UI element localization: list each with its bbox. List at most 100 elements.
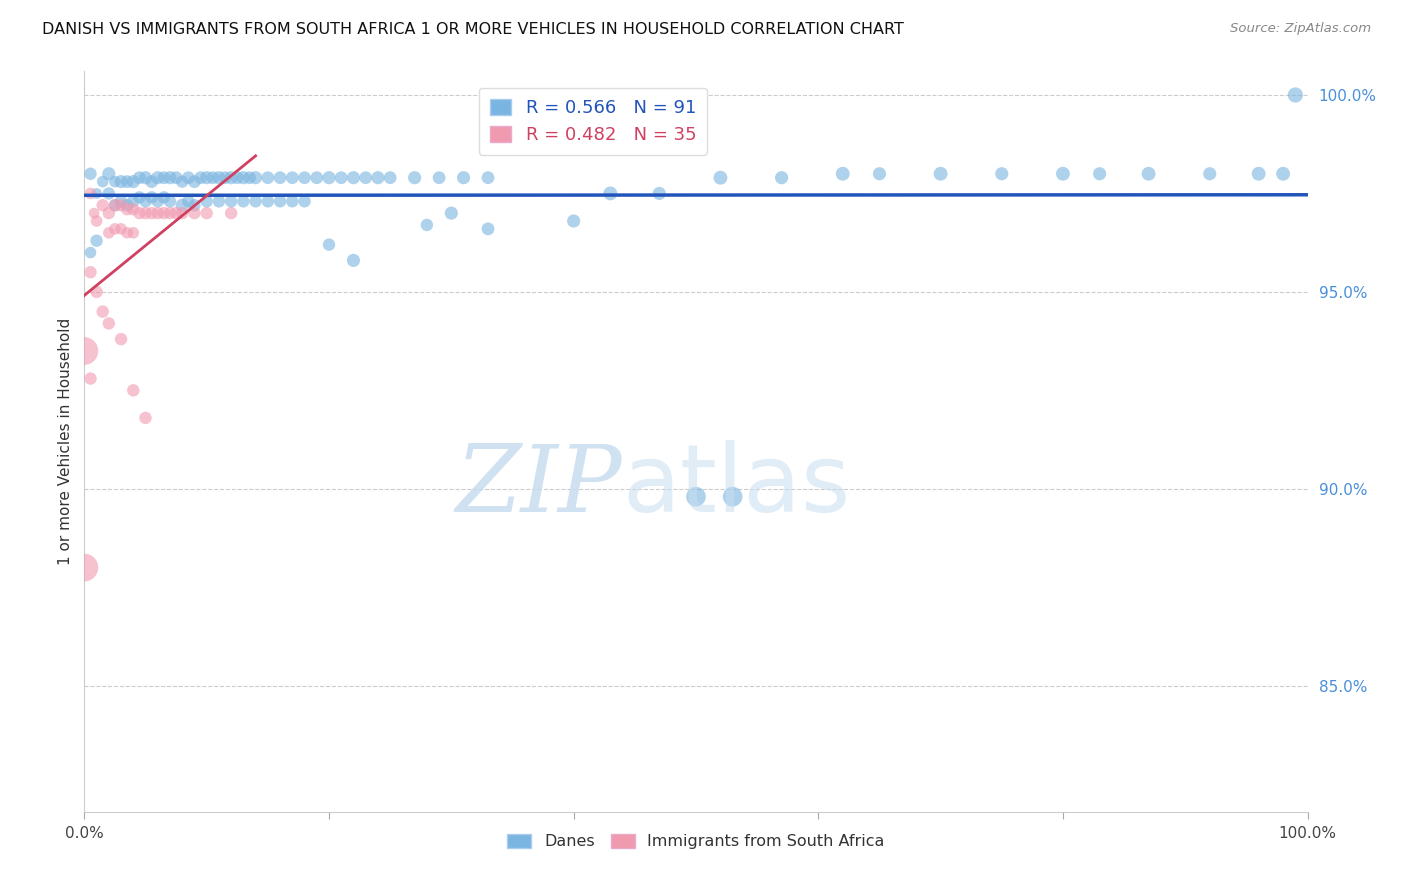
Point: [1052, 167, 1074, 181]
Point: [79, 167, 101, 181]
Point: [97, 206, 120, 220]
Point: [122, 175, 145, 189]
Text: ZIP: ZIP: [456, 441, 623, 531]
Point: [721, 490, 744, 504]
Point: [73, 343, 96, 358]
Point: [172, 175, 194, 189]
Point: [238, 170, 260, 185]
Point: [91, 198, 114, 212]
Point: [440, 206, 463, 220]
Point: [97, 186, 120, 201]
Point: [929, 167, 952, 181]
Point: [122, 194, 145, 209]
Point: [219, 194, 242, 209]
Point: [1088, 167, 1111, 181]
Point: [128, 170, 150, 185]
Point: [79, 245, 101, 260]
Point: [342, 253, 364, 268]
Point: [128, 206, 150, 220]
Point: [380, 170, 402, 185]
Point: [453, 170, 475, 185]
Point: [599, 186, 621, 201]
Point: [86, 214, 108, 228]
Point: [257, 170, 280, 185]
Point: [318, 170, 340, 185]
Point: [177, 170, 200, 185]
Point: [831, 167, 853, 181]
Point: [416, 218, 439, 232]
Point: [1272, 167, 1295, 181]
Point: [172, 198, 194, 212]
Point: [183, 206, 205, 220]
Point: [269, 194, 291, 209]
Point: [146, 194, 169, 209]
Point: [135, 170, 157, 185]
Point: [318, 237, 340, 252]
Point: [110, 198, 132, 212]
Point: [135, 194, 157, 209]
Point: [427, 170, 450, 185]
Point: [97, 226, 120, 240]
Point: [146, 170, 169, 185]
Point: [104, 175, 127, 189]
Point: [770, 170, 793, 185]
Point: [294, 194, 316, 209]
Point: [141, 175, 163, 189]
Legend: Danes, Immigrants from South Africa: Danes, Immigrants from South Africa: [501, 827, 891, 855]
Point: [195, 170, 218, 185]
Point: [1247, 167, 1270, 181]
Point: [86, 186, 108, 201]
Point: [110, 194, 132, 209]
Point: [257, 194, 280, 209]
Point: [183, 198, 205, 212]
Point: [208, 194, 231, 209]
Point: [110, 222, 132, 236]
Point: [122, 384, 145, 398]
Point: [281, 170, 304, 185]
Point: [104, 198, 127, 212]
Point: [245, 170, 267, 185]
Point: [214, 170, 236, 185]
Point: [685, 490, 707, 504]
Point: [159, 170, 181, 185]
Point: [342, 170, 364, 185]
Point: [135, 206, 157, 220]
Point: [146, 206, 169, 220]
Point: [172, 206, 194, 220]
Point: [110, 332, 132, 346]
Point: [104, 198, 127, 212]
Point: [110, 175, 132, 189]
Point: [115, 175, 138, 189]
Point: [226, 170, 249, 185]
Point: [165, 170, 187, 185]
Point: [141, 206, 163, 220]
Point: [232, 170, 254, 185]
Point: [294, 170, 316, 185]
Point: [648, 186, 671, 201]
Point: [201, 170, 224, 185]
Point: [183, 175, 205, 189]
Point: [195, 206, 218, 220]
Point: [115, 202, 138, 217]
Point: [165, 206, 187, 220]
Point: [562, 214, 585, 228]
Point: [128, 190, 150, 204]
Point: [190, 170, 212, 185]
Y-axis label: 1 or more Vehicles in Household: 1 or more Vehicles in Household: [58, 318, 73, 566]
Point: [86, 285, 108, 299]
Point: [208, 170, 231, 185]
Text: Source: ZipAtlas.com: Source: ZipAtlas.com: [1230, 22, 1371, 36]
Point: [1137, 167, 1160, 181]
Point: [159, 206, 181, 220]
Point: [991, 167, 1014, 181]
Point: [477, 222, 499, 236]
Point: [97, 167, 120, 181]
Point: [1284, 87, 1306, 102]
Point: [73, 560, 96, 574]
Point: [153, 190, 176, 204]
Point: [219, 170, 242, 185]
Text: DANISH VS IMMIGRANTS FROM SOUTH AFRICA 1 OR MORE VEHICLES IN HOUSEHOLD CORRELATI: DANISH VS IMMIGRANTS FROM SOUTH AFRICA 1…: [42, 22, 904, 37]
Point: [869, 167, 891, 181]
Point: [91, 175, 114, 189]
Point: [354, 170, 377, 185]
